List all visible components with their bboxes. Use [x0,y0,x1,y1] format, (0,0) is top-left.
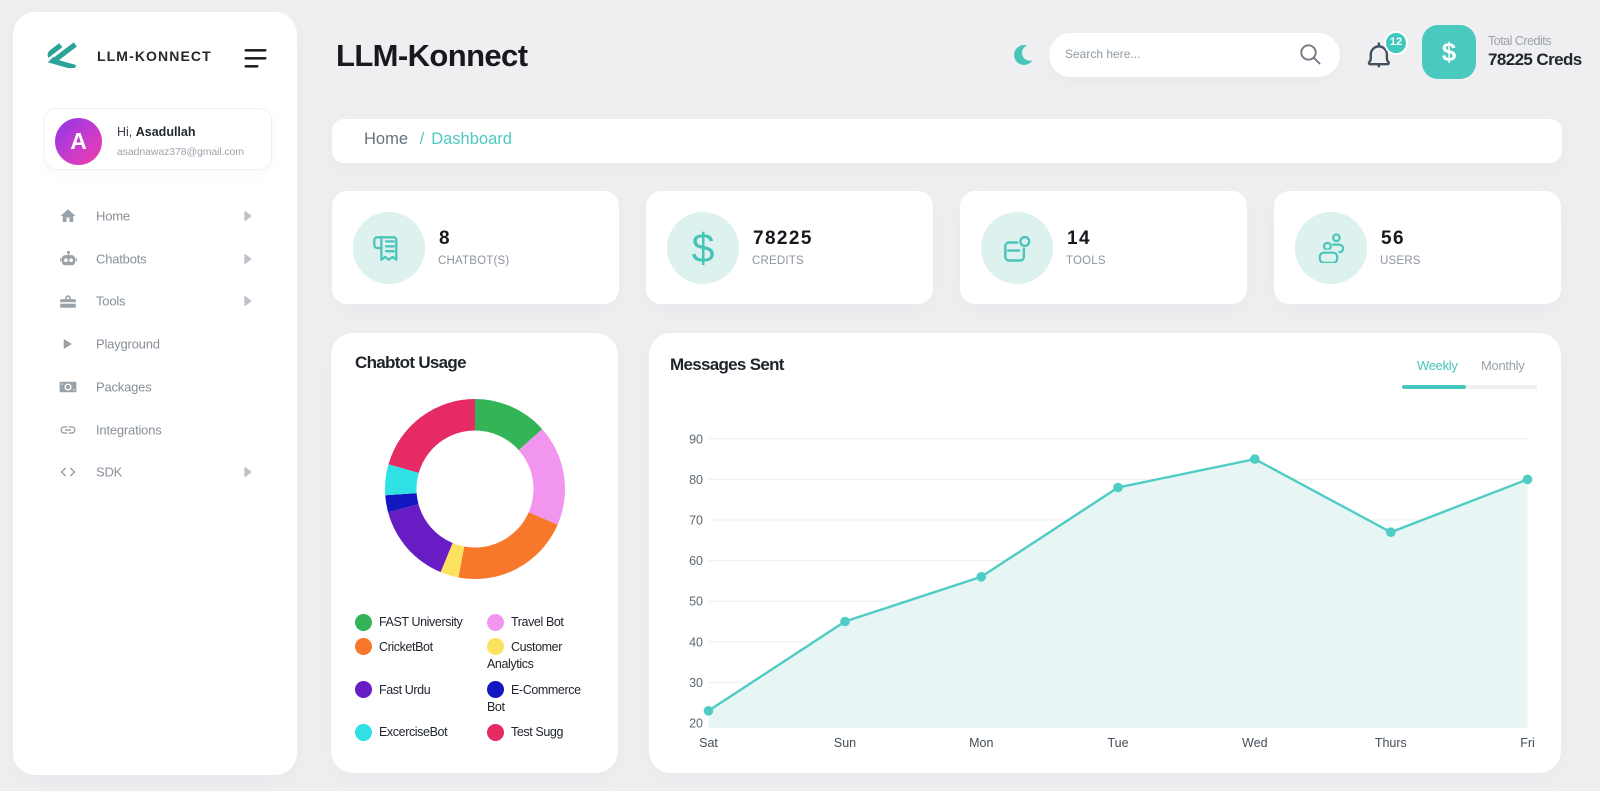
svg-text:Mon: Mon [969,736,993,750]
svg-text:80: 80 [689,473,703,487]
svg-text:Tue: Tue [1107,736,1128,750]
svg-text:60: 60 [689,554,703,568]
svg-text:70: 70 [689,514,703,528]
svg-text:Sun: Sun [834,736,856,750]
svg-text:Sat: Sat [699,736,718,750]
svg-text:50: 50 [689,595,703,609]
svg-text:30: 30 [689,676,703,690]
svg-text:40: 40 [689,635,703,649]
svg-text:90: 90 [689,432,703,446]
svg-text:Thurs: Thurs [1375,736,1407,750]
svg-text:20: 20 [689,717,703,731]
svg-text:Fri: Fri [1520,736,1535,750]
svg-text:Wed: Wed [1242,736,1268,750]
